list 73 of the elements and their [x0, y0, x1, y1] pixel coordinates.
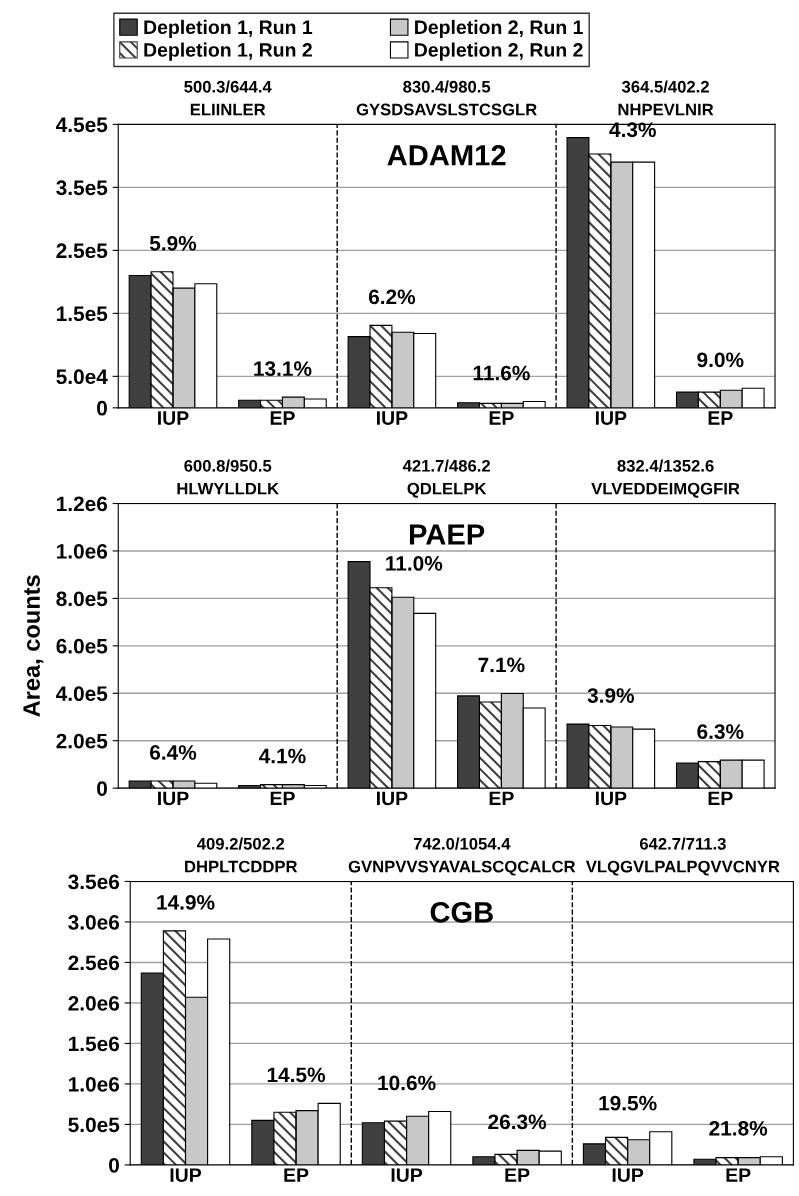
- legend-label: Depletion 2, Run 2: [415, 42, 583, 61]
- annotation: 14.9%: [157, 894, 215, 910]
- x-tick-label: IUP: [612, 1168, 644, 1182]
- x-tick-label: EP: [489, 791, 514, 806]
- annotation: 4.1%: [259, 748, 306, 764]
- legend-label: Depletion 1, Run 2: [144, 42, 312, 61]
- y-tick-label: 1.5e5: [57, 306, 108, 322]
- legend-label: Depletion 1, Run 1: [144, 19, 313, 38]
- annotation: 11.0%: [386, 556, 443, 571]
- annotation: 9.0%: [697, 352, 744, 368]
- annotation: 6.2%: [368, 289, 416, 305]
- text: 830.4/980.5 GYSDSAVSLSTCSGLR: [356, 80, 537, 116]
- annotation: 3.9%: [587, 688, 635, 703]
- y-tick-label: 4.0e5: [56, 686, 108, 702]
- y-tick-label: 4.5e5: [56, 117, 108, 133]
- text: 500.3/644.4 ELIINLER: [184, 80, 272, 116]
- y-tick-label: 1.0e6: [57, 543, 108, 559]
- annotation: 13.1%: [254, 361, 312, 377]
- y-tick-label: 0: [97, 781, 107, 796]
- y-tick-label: 1.5e6: [69, 1036, 120, 1052]
- annotation: 10.6%: [378, 1075, 436, 1091]
- text: 600.8/950.5 HLWYLLDLK: [177, 459, 279, 495]
- x-tick-label: EP: [726, 1168, 751, 1182]
- y-tick-label: 0: [109, 1157, 119, 1173]
- y-axis-title: Area, counts: [23, 575, 44, 717]
- text: 421.7/486.2 QDLELPK: [402, 459, 490, 498]
- y-tick-label: 3.0e6: [68, 914, 120, 930]
- text: 409.2/502.2 DHPLTCDDPR: [185, 837, 298, 873]
- annotation: 6.4%: [150, 745, 197, 760]
- y-tick-label: 8.0e5: [56, 591, 108, 607]
- y-tick-label: 1.2e6: [57, 496, 108, 512]
- x-tick-label: IUP: [377, 791, 408, 806]
- annotation: 19.5%: [599, 1095, 657, 1111]
- y-tick-label: 1.0e6: [69, 1076, 120, 1092]
- y-tick-label: 2.0e5: [56, 733, 108, 749]
- x-tick-label: EP: [708, 411, 733, 425]
- x-tick-label: IUP: [391, 1168, 423, 1182]
- x-tick-label: EP: [505, 1168, 530, 1182]
- annotation: 26.3%: [488, 1114, 547, 1130]
- x-tick-label: EP: [284, 1168, 309, 1182]
- x-tick-label: IUP: [377, 411, 408, 425]
- text: ADAM12: [387, 145, 506, 166]
- text: CGB: [430, 902, 493, 923]
- text: 364.5/402.2 NHPEVLNIR: [618, 80, 714, 116]
- y-tick-label: 2.5e5: [56, 243, 108, 259]
- annotation: 5.9%: [149, 235, 197, 251]
- x-tick-label: IUP: [158, 791, 189, 806]
- annotation: 14.5%: [267, 1067, 326, 1083]
- y-tick-label: 0: [97, 400, 107, 416]
- x-tick-label: EP: [270, 411, 295, 425]
- y-tick-label: 5.0e4: [56, 369, 108, 385]
- y-tick-label: 2.0e6: [68, 995, 120, 1011]
- y-tick-label: 3.5e6: [68, 874, 120, 890]
- legend-label: Depletion 2, Run 1: [415, 19, 583, 38]
- text: 642.7/711.3 VLQGVLPALPQVVCNYR: [585, 837, 780, 876]
- x-tick-label: EP: [489, 411, 514, 425]
- annotation: 6.3%: [697, 724, 744, 740]
- y-tick-label: 2.5e6: [68, 955, 120, 971]
- annotation: 7.1%: [478, 657, 525, 673]
- x-tick-label: IUP: [595, 791, 627, 806]
- text: PAEP: [409, 524, 485, 545]
- x-tick-label: EP: [708, 791, 733, 806]
- y-tick-label: 5.0e5: [68, 1117, 120, 1133]
- annotation: 21.8%: [709, 1120, 768, 1136]
- y-tick-label: 6.0e5: [56, 638, 108, 654]
- x-tick-label: IUP: [158, 411, 189, 425]
- x-tick-label: IUP: [595, 411, 627, 425]
- x-tick-label: EP: [270, 791, 295, 806]
- y-tick-label: 3.5e5: [56, 180, 108, 196]
- text: 742.0/1054.4 GVNPVVSYAVALSCQCALCR: [348, 837, 576, 876]
- x-tick-label: IUP: [170, 1168, 202, 1182]
- annotation: 11.6%: [473, 365, 530, 381]
- text: 832.4/1352.6 VLVEDDEIMQGFIR: [591, 459, 740, 498]
